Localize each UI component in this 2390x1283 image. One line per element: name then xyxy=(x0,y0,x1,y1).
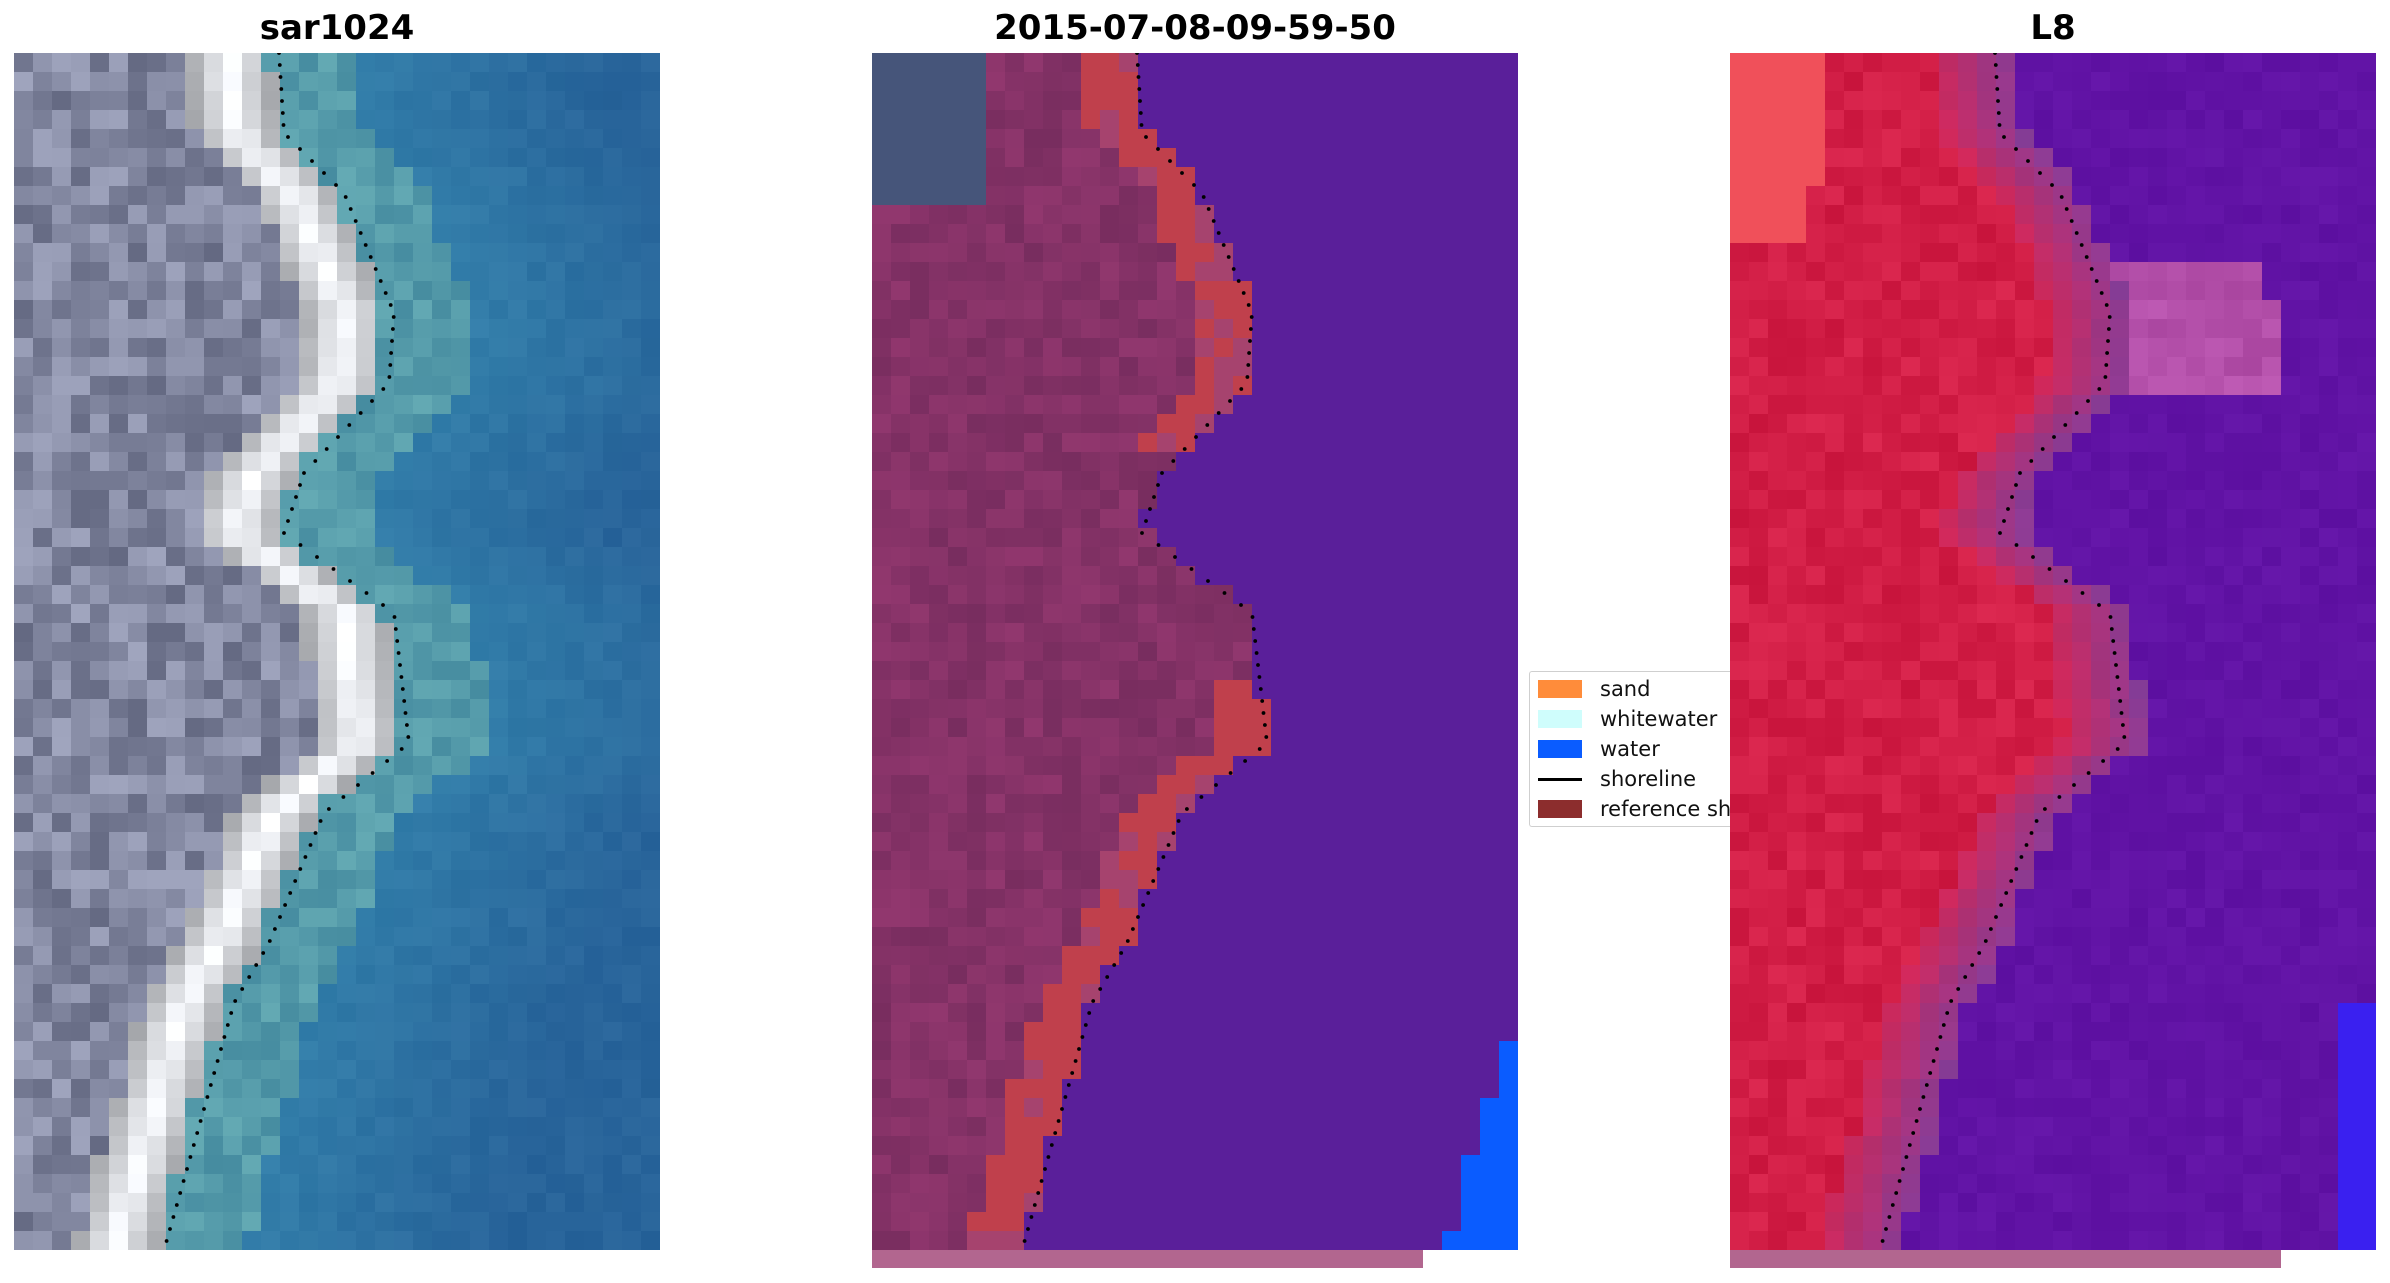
panel-title-mndwi: L8 xyxy=(2030,8,2076,48)
shoreline-swatch xyxy=(1538,777,1582,781)
classified-image-panel xyxy=(872,53,1518,1250)
legend-label: reference shoreline xyxy=(1600,797,1730,821)
shoreline-dots xyxy=(1022,53,1269,1243)
rgb-image xyxy=(14,53,660,1250)
mndwi-image xyxy=(1730,53,2376,1250)
whitewater-swatch xyxy=(1538,710,1582,728)
classified-pixels xyxy=(872,53,1518,1250)
sand-swatch xyxy=(1538,680,1582,698)
colorbar-strip xyxy=(872,1250,1423,1268)
classified-image xyxy=(872,53,1518,1250)
shoreline-dots xyxy=(1880,53,2127,1243)
legend-label: whitewater xyxy=(1600,707,1718,731)
reference-shoreline-swatch xyxy=(1538,800,1582,818)
legend-label: sand xyxy=(1600,677,1651,701)
legend-item-sand: sand xyxy=(1538,676,1650,702)
legend-item-reference-shoreline: reference shoreline xyxy=(1538,796,1730,822)
legend: sand whitewater water shoreline referenc… xyxy=(1529,671,1730,827)
shoreline-dots xyxy=(164,53,411,1243)
panel-title-rgb: sar1024 xyxy=(259,8,415,48)
legend-label: water xyxy=(1600,737,1660,761)
rgb-image-panel xyxy=(14,53,660,1250)
legend-item-shoreline: shoreline xyxy=(1538,766,1696,792)
mndwi-image-panel xyxy=(1730,53,2376,1250)
legend-label: shoreline xyxy=(1600,767,1697,791)
water-swatch xyxy=(1538,740,1582,758)
legend-item-whitewater: whitewater xyxy=(1538,706,1717,732)
mndwi-pixels xyxy=(1730,53,2376,1250)
rgb-pixels xyxy=(14,53,660,1250)
panel-title-classified: 2015-07-08-09-59-50 xyxy=(994,8,1396,48)
legend-item-water: water xyxy=(1538,736,1660,762)
colorbar-strip xyxy=(1730,1250,2281,1268)
